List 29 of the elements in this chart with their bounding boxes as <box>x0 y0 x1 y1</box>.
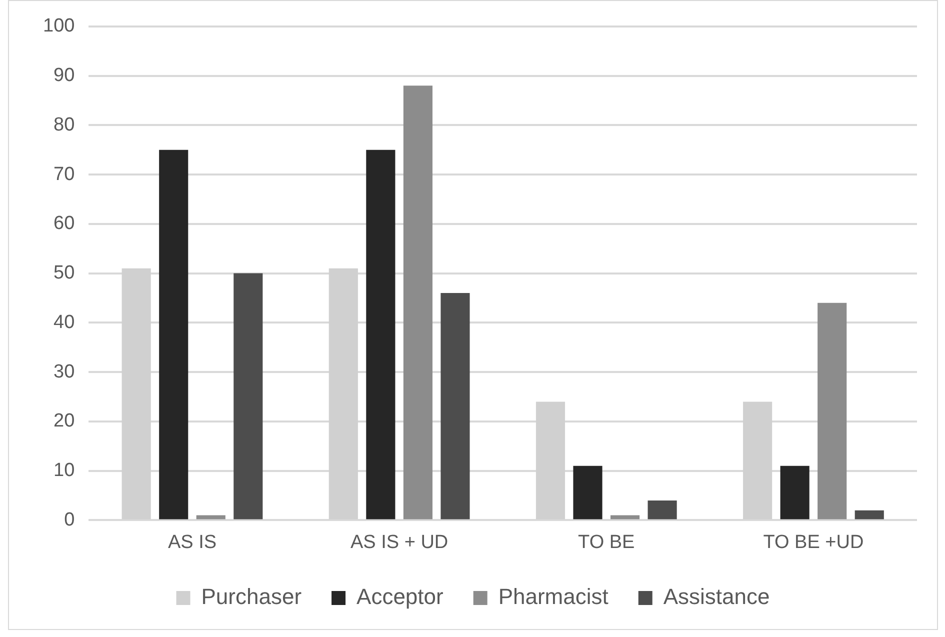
bar <box>366 150 396 520</box>
x-tick-label: AS IS + UD <box>350 532 448 553</box>
y-tick-label: 70 <box>54 164 75 185</box>
y-tick-label: 60 <box>54 213 75 234</box>
x-tick-label: AS IS <box>168 532 217 553</box>
x-tick-label: TO BE <box>578 532 635 553</box>
legend-label: Purchaser <box>201 584 302 610</box>
y-tick-label: 80 <box>54 114 75 136</box>
bar <box>403 86 432 520</box>
y-tick-label: 10 <box>54 460 75 482</box>
bar <box>234 273 263 520</box>
y-tick-label: 40 <box>54 312 75 333</box>
y-tick-label: 90 <box>54 65 75 86</box>
bar <box>440 293 470 520</box>
legend-label: Pharmacist <box>498 584 608 610</box>
y-tick-label: 100 <box>43 16 75 37</box>
y-tick-label: 30 <box>54 361 75 382</box>
x-tick-label: TO BE +UD <box>763 532 864 553</box>
bar <box>818 302 847 520</box>
bar <box>159 150 188 520</box>
bar <box>780 466 810 520</box>
y-tick-label: 0 <box>64 509 75 530</box>
y-tick-label: 50 <box>54 262 75 284</box>
bar <box>648 500 677 520</box>
bar <box>573 466 602 520</box>
legend-label: Acceptor <box>356 584 444 610</box>
y-tick-label: 20 <box>54 410 75 432</box>
legend-label: Assistance <box>663 584 770 610</box>
bar <box>854 510 884 520</box>
